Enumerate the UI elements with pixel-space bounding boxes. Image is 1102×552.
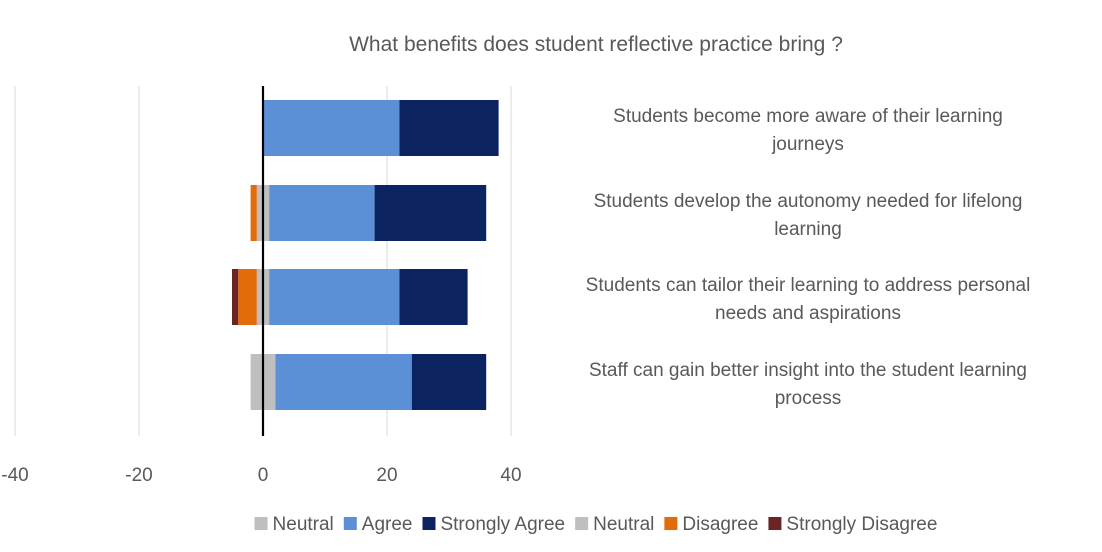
bar-strongly-agree-positive-row-1 <box>399 100 499 156</box>
bars <box>232 100 499 410</box>
chart-title: What benefits does student reflective pr… <box>349 33 843 56</box>
x-tick-label: 40 <box>500 465 521 486</box>
category-label-line: Staff can gain better insight into the s… <box>589 360 1027 381</box>
legend-swatch <box>575 517 589 530</box>
legend-label: Agree <box>362 514 413 535</box>
category-label-line: needs and aspirations <box>715 303 901 324</box>
bar-disagree-negative-row-2 <box>250 185 257 241</box>
legend-label: Disagree <box>682 514 758 535</box>
legend-swatch <box>343 517 357 530</box>
bar-strongly-agree-positive-row-2 <box>374 185 487 241</box>
category-label-4: Staff can gain better insight into the s… <box>589 360 1027 409</box>
bar-disagree-negative-row-3 <box>238 269 257 325</box>
bar-agree-positive-row-4 <box>275 354 412 410</box>
bar-neutral-positive-row-4 <box>263 354 276 410</box>
bar-neutral-negative-row-3 <box>256 269 263 325</box>
category-label-line: Students become more aware of their lear… <box>613 106 1003 127</box>
bar-strongly-agree-positive-row-4 <box>411 354 487 410</box>
bar-neutral-negative-row-2 <box>256 185 263 241</box>
bar-strongly-disagree-negative-row-3 <box>232 269 239 325</box>
bar-strongly-agree-positive-row-3 <box>399 269 468 325</box>
legend-item-neutral-positive: Neutral <box>254 514 334 535</box>
x-tick-label: -20 <box>125 465 152 486</box>
legend-swatch <box>768 517 782 530</box>
legend-label: Strongly Agree <box>440 514 565 535</box>
bar-neutral-negative-row-4 <box>250 354 263 410</box>
bar-neutral-positive-row-2 <box>263 185 270 241</box>
legend-item-strongly-agree-positive: Strongly Agree <box>422 514 565 535</box>
category-labels: Students become more aware of their lear… <box>586 106 1031 409</box>
legend-label: Neutral <box>273 514 334 535</box>
category-label-line: learning <box>774 219 842 240</box>
category-label-2: Students develop the autonomy needed for… <box>594 191 1023 240</box>
legend-item-neutral-negative: Neutral <box>575 514 654 535</box>
legend-swatch <box>664 517 678 530</box>
category-label-line: journeys <box>771 134 844 155</box>
x-tick-label: -40 <box>1 465 28 486</box>
legend-item-agree-positive: Agree <box>343 514 413 535</box>
legend-label: Neutral <box>593 514 654 535</box>
legend-item-disagree-negative: Disagree <box>664 514 758 535</box>
x-tick-label: 20 <box>376 465 397 486</box>
x-tick-labels: -40 -20 0 20 40 <box>1 465 521 486</box>
legend: Neutral Agree Strongly Agree Neutral Disagre… <box>254 514 937 535</box>
category-label-line: process <box>775 388 842 409</box>
category-label-3: Students can tailor their learning to ad… <box>586 275 1031 324</box>
legend-label: Strongly Disagree <box>786 514 937 535</box>
bar-agree-positive-row-1 <box>263 100 400 156</box>
x-tick-label: 0 <box>258 465 269 486</box>
legend-swatch <box>254 517 268 530</box>
category-label-1: Students become more aware of their lear… <box>613 106 1003 155</box>
legend-swatch <box>422 517 436 530</box>
bar-agree-positive-row-2 <box>269 185 375 241</box>
category-label-line: Students develop the autonomy needed for… <box>594 191 1023 212</box>
category-label-line: Students can tailor their learning to ad… <box>586 275 1031 296</box>
bar-neutral-positive-row-3 <box>263 269 270 325</box>
bar-agree-positive-row-3 <box>269 269 400 325</box>
legend-item-strongly-disagree-negative: Strongly Disagree <box>768 514 937 535</box>
